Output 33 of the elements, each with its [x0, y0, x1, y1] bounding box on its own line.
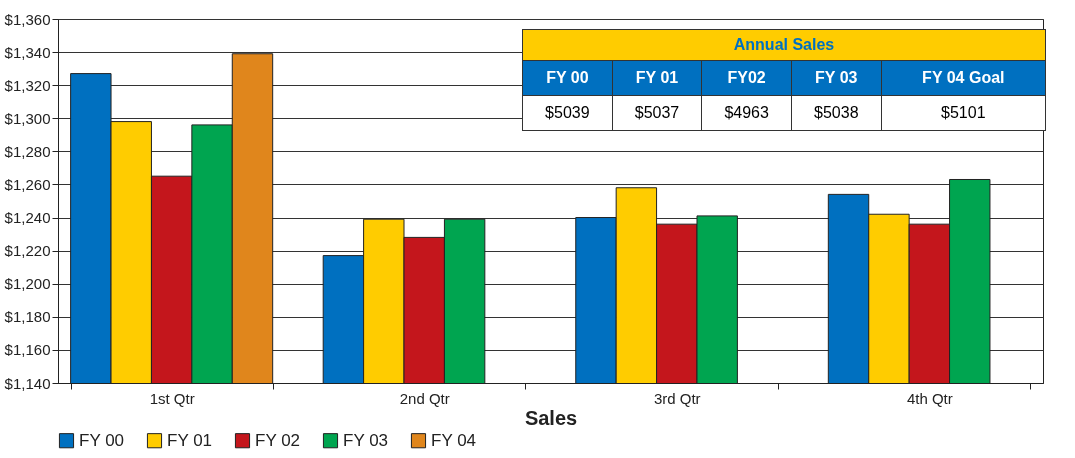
- y-tick-label: $1,320: [4, 76, 51, 94]
- annotation: FY 04 Goal: [881, 60, 1046, 96]
- y-tick-label: $1,240: [4, 209, 51, 227]
- annotation: FY02: [701, 60, 792, 96]
- annotation: FY 01: [612, 60, 702, 96]
- y-tick-label: $1,300: [4, 109, 51, 127]
- y-tick-label: $1,160: [4, 341, 51, 359]
- annotation: Annual Sales: [522, 29, 1046, 61]
- y-tick-label: $1,280: [4, 142, 51, 160]
- y-tick-label: $1,180: [4, 308, 51, 326]
- y-tick-label: $1,340: [4, 43, 51, 61]
- x-tick-label: 2nd Qtr: [399, 389, 450, 407]
- annotation: $5039: [522, 95, 613, 131]
- annotation: $4963: [701, 95, 792, 131]
- legend-label: FY 03: [343, 430, 389, 450]
- annotation: $5101: [881, 95, 1046, 131]
- y-tick-label: $1,140: [4, 374, 51, 392]
- legend-label: FY 01: [167, 430, 213, 450]
- annotation: $5038: [791, 95, 882, 131]
- annotation: $5037: [612, 95, 702, 131]
- x-tick-label: 4th Qtr: [906, 389, 953, 407]
- y-tick-label: $1,260: [4, 175, 51, 193]
- annotation: FY 03: [791, 60, 882, 96]
- y-tick-label: $1,200: [4, 275, 51, 293]
- legend-label: FY 02: [255, 430, 301, 450]
- y-tick-label: $1,220: [4, 242, 51, 260]
- legend-label: FY 00: [79, 430, 125, 450]
- legend-label: FY 04: [431, 430, 477, 450]
- annotation: FY 00: [522, 60, 613, 96]
- y-tick-label: $1,360: [4, 10, 51, 28]
- x-axis-title: Sales: [524, 406, 578, 429]
- x-tick-label: 3rd Qtr: [653, 389, 701, 407]
- x-tick-label: 1st Qtr: [149, 389, 195, 407]
